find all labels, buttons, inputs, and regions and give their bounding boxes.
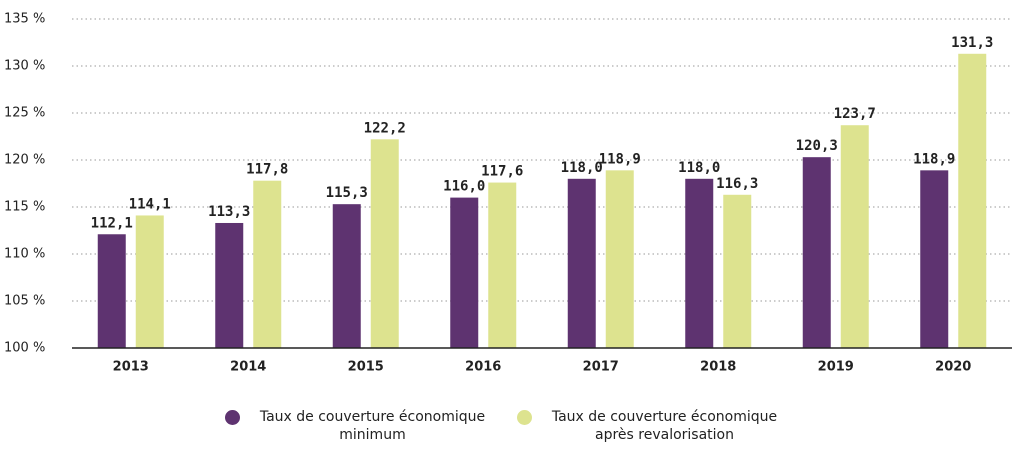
- bar: [253, 180, 282, 348]
- x-tick-label: 2018: [700, 360, 736, 375]
- value-label: 118,9: [599, 151, 641, 167]
- value-label: 116,3: [716, 176, 758, 192]
- x-tick-label: 2015: [348, 360, 384, 375]
- value-label: 123,7: [834, 106, 876, 122]
- y-tick-label: 115 %: [4, 200, 45, 215]
- y-tick-label: 100 %: [4, 341, 45, 356]
- value-label: 113,3: [208, 204, 250, 220]
- bar: [488, 182, 517, 348]
- bar: [920, 170, 949, 348]
- x-tick-label: 2019: [818, 360, 854, 375]
- bar: [215, 222, 244, 348]
- bar: [332, 204, 361, 348]
- x-tick-label: 2020: [935, 360, 971, 375]
- value-label: 117,8: [246, 162, 288, 178]
- x-tick-label: 2013: [113, 360, 149, 375]
- y-tick-label: 105 %: [4, 294, 45, 309]
- x-tick-label: 2014: [230, 360, 266, 375]
- value-label: 112,1: [91, 215, 133, 231]
- bar: [840, 125, 869, 348]
- value-label: 114,1: [129, 196, 171, 212]
- bar: [802, 157, 831, 348]
- y-tick-label: 135 %: [4, 12, 45, 27]
- bar: [723, 194, 752, 348]
- y-tick-label: 130 %: [4, 59, 45, 74]
- y-tick-label: 110 %: [4, 247, 45, 262]
- bar: [97, 234, 126, 348]
- bar: [958, 53, 987, 348]
- value-label: 118,0: [561, 160, 603, 176]
- value-label: 131,3: [951, 35, 993, 51]
- bar: [605, 170, 634, 348]
- legend: Taux de couverture économique minimum Tau…: [0, 408, 1019, 444]
- value-label: 118,9: [913, 151, 955, 167]
- legend-swatch: [516, 410, 532, 425]
- value-label: 115,3: [326, 185, 368, 201]
- legend-label: Taux de couverture économique minimum: [259, 409, 486, 443]
- x-tick-label: 2017: [583, 360, 619, 375]
- bar: [370, 139, 399, 348]
- x-tick-label: 2016: [465, 360, 501, 375]
- y-tick-label: 120 %: [4, 153, 45, 168]
- legend-item: Taux de couverture économique minimum: [224, 408, 503, 444]
- legend-item: Taux de couverture économique après reva…: [516, 408, 795, 444]
- value-label: 116,0: [443, 179, 485, 195]
- value-label: 118,0: [678, 160, 720, 176]
- legend-swatch: [224, 410, 240, 425]
- value-label: 122,2: [364, 120, 406, 136]
- value-label: 117,6: [481, 164, 523, 180]
- bar: [685, 178, 714, 348]
- bar: [450, 197, 479, 348]
- y-tick-label: 125 %: [4, 106, 45, 121]
- bar: [567, 178, 596, 348]
- chart: 100 % 105 % 110 % 115 % 120 % 125 % 130 % 135 %…: [4, 12, 1012, 375]
- value-label: 120,3: [796, 138, 838, 154]
- bar: [135, 215, 164, 348]
- legend-label: Taux de couverture économique après reva…: [551, 409, 778, 443]
